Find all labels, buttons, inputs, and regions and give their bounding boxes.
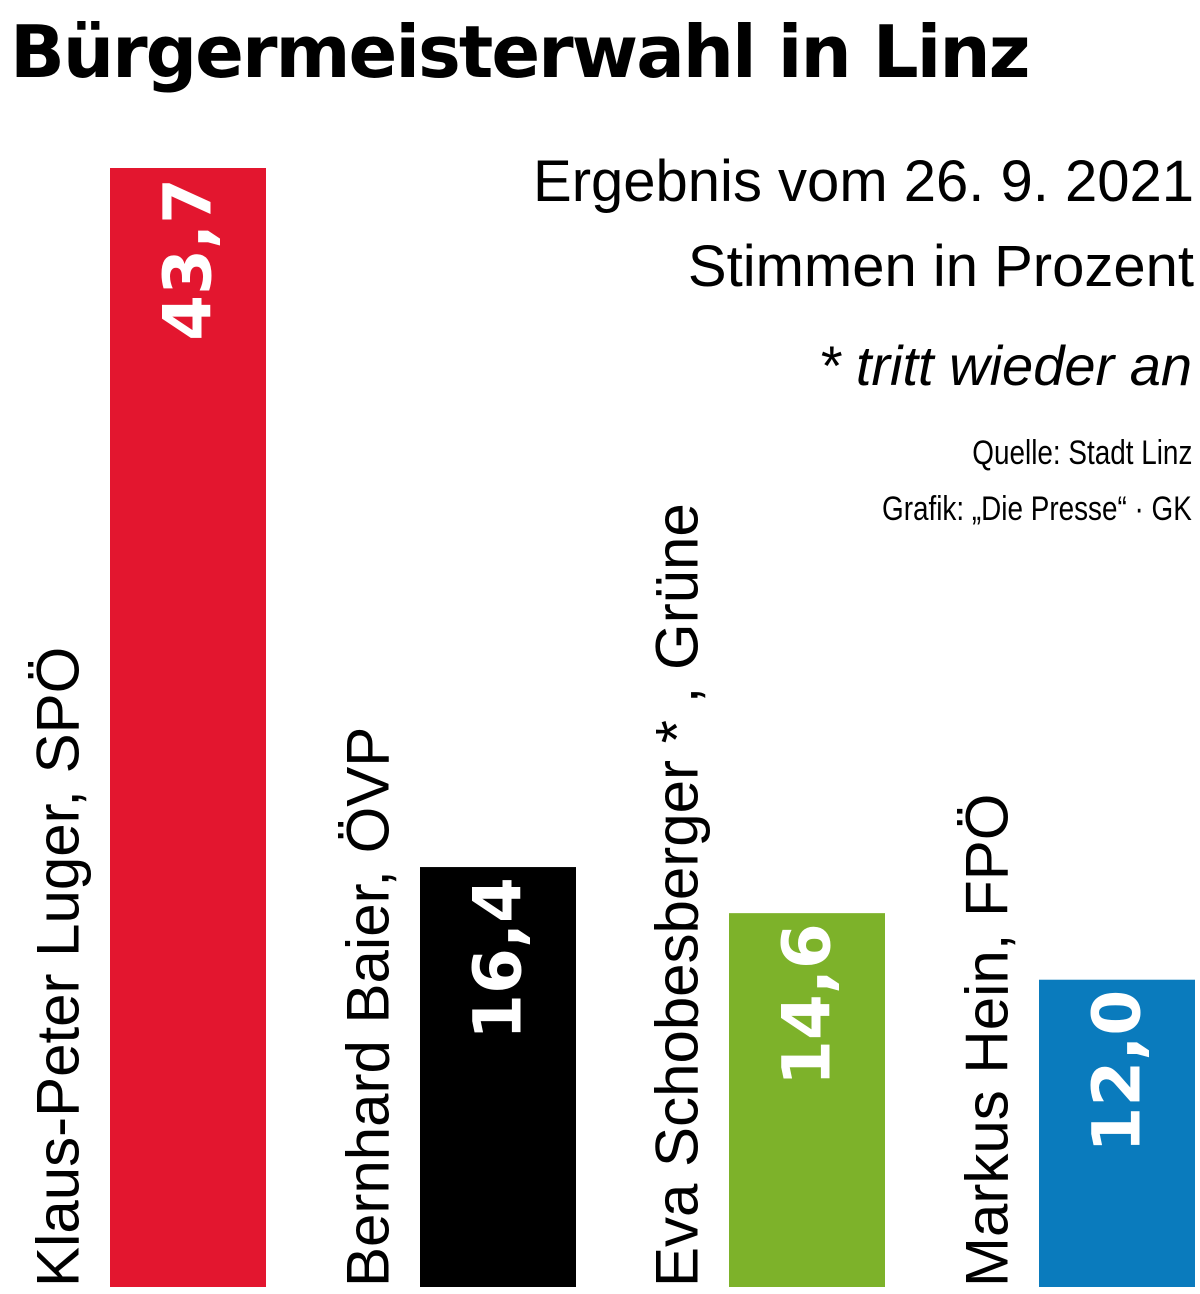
category-label-1: Klaus-Peter Luger, SPÖ <box>25 647 92 1287</box>
value-label-3: 14,6 <box>769 923 846 1086</box>
footnote: * tritt wieder an <box>818 334 1193 397</box>
value-label-2: 16,4 <box>460 877 537 1040</box>
chart-title: Bürgermeisterwahl in Linz <box>10 10 1031 94</box>
chart-subtitle: Ergebnis vom 26. 9. 2021 <box>533 149 1194 214</box>
bar-2 <box>420 867 576 1287</box>
unit-label: Stimmen in Prozent <box>687 234 1194 299</box>
bar-3 <box>729 913 885 1287</box>
category-label-3: Eva Schobesberger * , Grüne <box>644 503 711 1287</box>
bar-1 <box>110 168 266 1287</box>
credit-label: Grafik: „Die Presse“ · GK <box>882 490 1192 528</box>
source-label: Quelle: Stadt Linz <box>971 434 1192 472</box>
bar-4 <box>1039 979 1195 1287</box>
category-label-2: Bernhard Baier, ÖVP <box>335 727 402 1287</box>
value-label-1: 43,7 <box>150 178 227 341</box>
category-label-4: Markus Hein, FPÖ <box>954 794 1021 1287</box>
value-label-4: 12,0 <box>1079 990 1156 1153</box>
